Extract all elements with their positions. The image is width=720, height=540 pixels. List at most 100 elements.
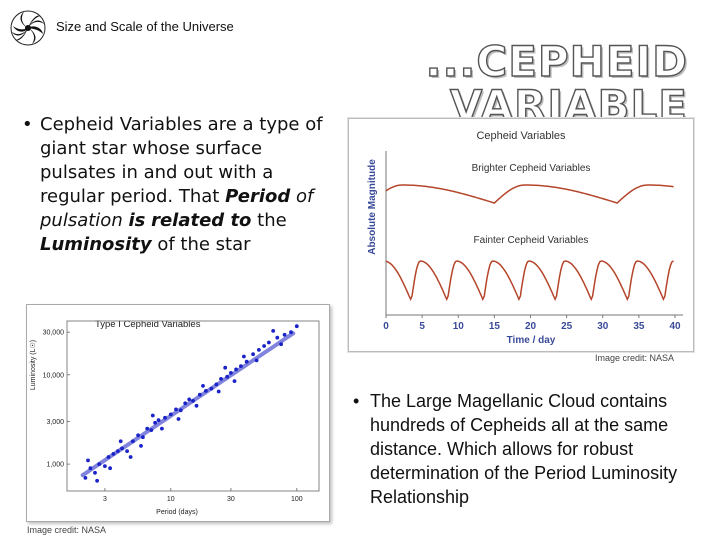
data-point bbox=[191, 399, 195, 403]
data-point bbox=[103, 464, 107, 468]
data-point bbox=[201, 384, 205, 388]
data-point bbox=[271, 329, 276, 333]
data-point bbox=[289, 330, 293, 335]
data-point bbox=[279, 342, 283, 347]
bullet-marker: • bbox=[353, 391, 360, 411]
data-point bbox=[118, 439, 123, 444]
series-line-faint bbox=[385, 260, 674, 302]
plot-frame bbox=[66, 320, 320, 492]
data-point bbox=[267, 340, 271, 345]
data-point bbox=[223, 365, 228, 370]
period-luminosity-chart: Type I Cepheid Variables Luminosity (L☉)… bbox=[26, 304, 330, 522]
image-credit-bottom: Image credit: NASA bbox=[27, 525, 107, 535]
x-axis-label: Time / day bbox=[507, 335, 556, 346]
data-point bbox=[136, 433, 140, 438]
data-point bbox=[262, 344, 266, 348]
emphasis-is: is bbox=[128, 210, 146, 231]
y-tick-label: 30,000 bbox=[43, 330, 65, 337]
data-point bbox=[187, 397, 192, 402]
data-point bbox=[251, 352, 256, 357]
y-axis-label: Absolute Magnitude bbox=[367, 159, 378, 255]
data-point bbox=[116, 449, 120, 453]
data-point bbox=[204, 389, 208, 393]
data-point bbox=[244, 359, 249, 364]
x-tick-label: 5 bbox=[419, 321, 425, 332]
data-point bbox=[232, 379, 237, 383]
data-point bbox=[219, 377, 223, 381]
data-point bbox=[239, 364, 243, 368]
data-point bbox=[282, 332, 287, 337]
x-tick-label: 40 bbox=[669, 321, 681, 332]
data-point bbox=[83, 476, 88, 480]
data-point bbox=[216, 389, 221, 394]
y-tick-label: 3,000 bbox=[46, 419, 64, 426]
data-point bbox=[88, 466, 93, 471]
data-point bbox=[160, 426, 164, 431]
spiral-logo-icon bbox=[10, 10, 46, 46]
text-run: of pulsation bbox=[40, 186, 314, 231]
x-tick-label: 15 bbox=[489, 321, 501, 332]
data-point bbox=[97, 462, 102, 466]
slide-header: Size and Scale of the Universe bbox=[56, 19, 234, 34]
x-tick-label: 0 bbox=[383, 321, 389, 332]
emphasis-period: Period bbox=[225, 186, 291, 207]
data-point bbox=[93, 470, 97, 475]
x-tick-label: 100 bbox=[291, 496, 303, 503]
cepheid-light-curve-chart: Cepheid Variables Absolute Magnitude Bri… bbox=[348, 118, 694, 352]
data-point bbox=[234, 367, 239, 372]
series-label-faint: Fainter Cepheid Variables bbox=[474, 235, 589, 246]
data-point bbox=[95, 478, 99, 483]
emphasis-luminosity: Luminosity bbox=[40, 234, 152, 255]
x-axis-label: Period (days) bbox=[156, 509, 198, 516]
series-label-bright: Brighter Cepheid Variables bbox=[472, 163, 591, 174]
y-axis-label: Luminosity (L☉) bbox=[29, 340, 37, 390]
x-tick-label: 30 bbox=[597, 321, 609, 332]
series-line-bright bbox=[385, 184, 674, 204]
text-run: the bbox=[251, 210, 287, 231]
data-point bbox=[141, 435, 145, 440]
data-point bbox=[209, 386, 214, 391]
bullet-lmc: • The Large Magellanic Cloud contains hu… bbox=[353, 389, 713, 509]
data-point bbox=[242, 354, 246, 359]
x-tick-label: 10 bbox=[453, 321, 465, 332]
bullet-marker: • bbox=[22, 114, 33, 135]
data-point bbox=[194, 403, 199, 408]
data-point bbox=[257, 348, 261, 352]
x-tick-label: 3 bbox=[103, 496, 107, 503]
data-point bbox=[197, 392, 202, 397]
data-point bbox=[108, 466, 112, 471]
x-tick-label: 20 bbox=[525, 321, 537, 332]
x-tick-label: 25 bbox=[561, 321, 573, 332]
x-tick-label: 10 bbox=[167, 496, 175, 503]
x-tick-label: 30 bbox=[227, 496, 235, 503]
data-point bbox=[176, 417, 181, 421]
chart-title: Type I Cepheid Variables bbox=[95, 319, 201, 330]
data-point bbox=[111, 452, 116, 456]
data-point bbox=[145, 426, 150, 431]
data-point bbox=[125, 449, 129, 453]
data-point bbox=[225, 374, 230, 379]
y-tick-label: 1,000 bbox=[46, 462, 64, 469]
data-point bbox=[128, 455, 133, 459]
text-run: Cepheid Variables are a type of giant st… bbox=[40, 114, 323, 207]
bullet-cepheid-definition: • Cepheid Variables are a type of giant … bbox=[22, 113, 327, 257]
x-tick-label: 35 bbox=[633, 321, 645, 332]
data-point bbox=[149, 428, 154, 432]
image-credit-top: Image credit: NASA bbox=[595, 353, 675, 363]
data-point bbox=[168, 412, 173, 417]
data-point bbox=[86, 458, 90, 463]
chart-title: Cepheid Variables bbox=[476, 130, 566, 142]
data-point bbox=[214, 382, 219, 387]
bullet-text: The Large Magellanic Cloud contains hund… bbox=[370, 391, 678, 507]
data-point bbox=[294, 324, 299, 329]
data-point bbox=[131, 439, 135, 444]
data-point bbox=[163, 415, 167, 420]
data-point bbox=[153, 420, 157, 425]
bullet-text: Cepheid Variables are a type of giant st… bbox=[40, 113, 327, 257]
data-point bbox=[156, 418, 161, 423]
data-point bbox=[150, 413, 155, 418]
data-point bbox=[120, 446, 124, 451]
data-point bbox=[174, 407, 178, 412]
y-tick-label: 10,000 bbox=[43, 372, 65, 379]
data-point bbox=[275, 335, 280, 340]
